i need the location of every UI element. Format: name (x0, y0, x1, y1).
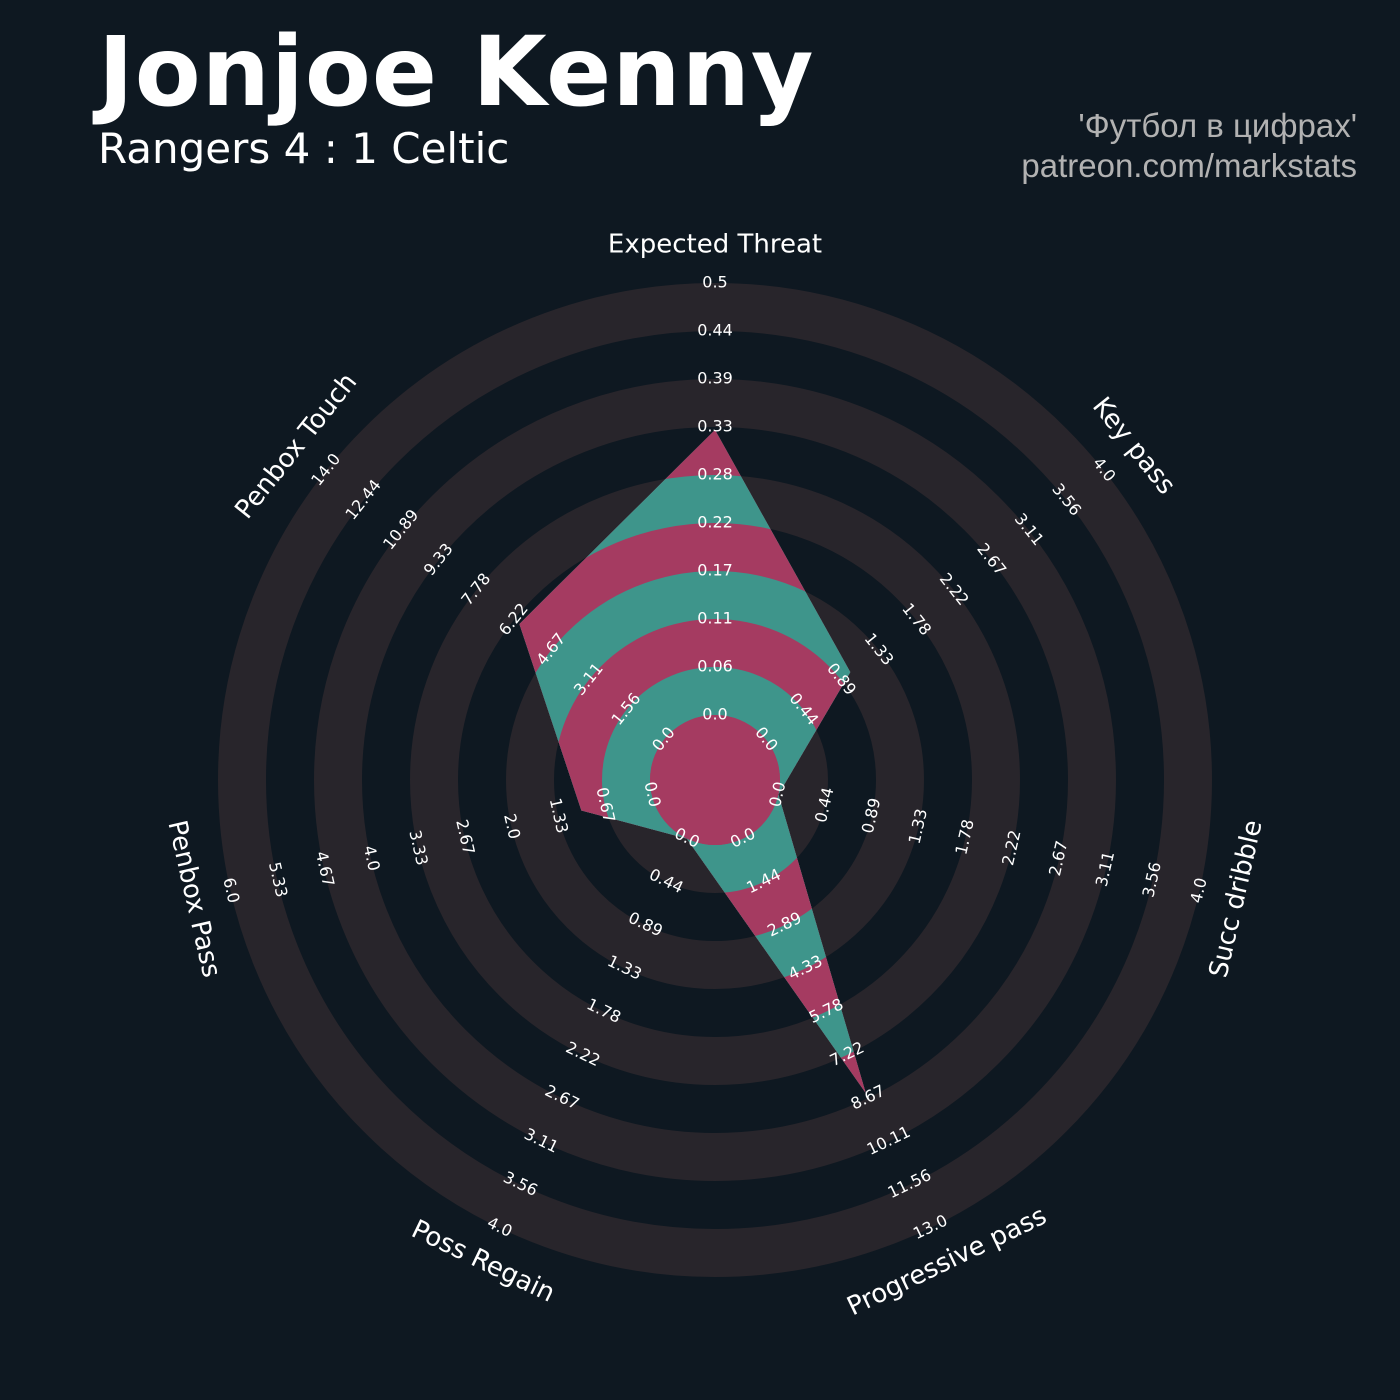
radar-parameter-label: Succ dribble (1204, 817, 1269, 980)
radar-tick-label: 0.5 (702, 273, 727, 292)
radar-tick-label: 0.17 (697, 561, 733, 580)
radar-ring (314, 379, 1116, 1181)
radar-parameter-label: Penbox Pass (161, 818, 226, 981)
player-name: Jonjoe Kenny (98, 16, 815, 128)
credit: 'Футбол в цифрах' patreon.com/markstats (1021, 106, 1357, 186)
radar-tick-label: 0.22 (697, 513, 733, 532)
radar-ring (218, 283, 1212, 1277)
radar-tick-label: 0.39 (697, 369, 733, 388)
credit-line-2: patreon.com/markstats (1021, 147, 1357, 184)
radar-tick-label: 0.06 (697, 657, 733, 676)
radar-tick-label: 0.28 (697, 465, 733, 484)
radar-parameter-label: Expected Threat (608, 230, 822, 260)
radar-tick-label: 0.11 (697, 609, 733, 628)
radar-center (650, 715, 780, 845)
match-score: Rangers 4 : 1 Celtic (98, 124, 510, 173)
radar-tick-label: 0.33 (697, 417, 733, 436)
radar-tick-label: 0.44 (697, 321, 733, 340)
radar-tick-label: 0.0 (702, 705, 727, 724)
credit-line-1: 'Футбол в цифрах' (1078, 107, 1357, 144)
